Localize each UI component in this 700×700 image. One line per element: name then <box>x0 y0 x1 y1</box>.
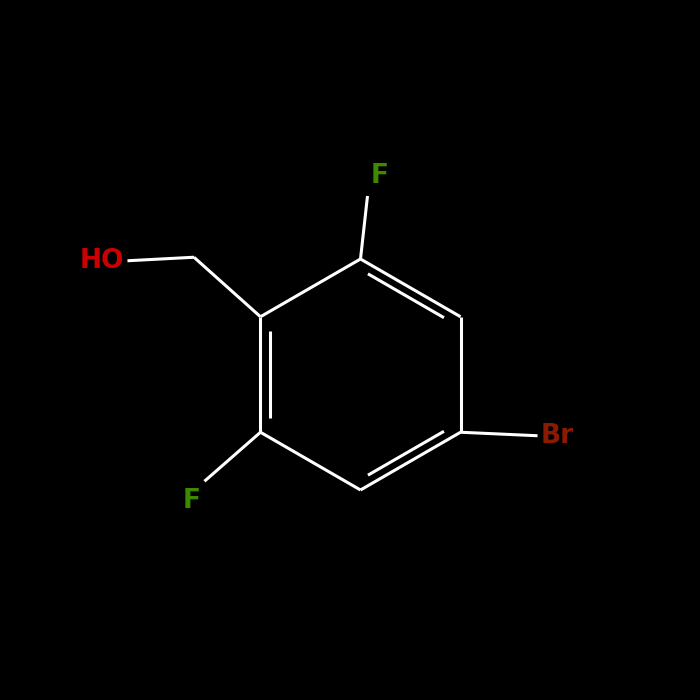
Text: HO: HO <box>80 248 124 274</box>
Text: F: F <box>371 163 389 189</box>
Text: F: F <box>183 489 201 514</box>
Text: Br: Br <box>541 423 574 449</box>
